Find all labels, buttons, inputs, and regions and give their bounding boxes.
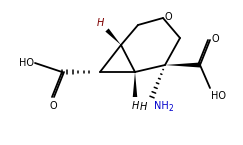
Polygon shape [165, 62, 200, 68]
Text: HO: HO [19, 58, 34, 68]
Text: H: H [97, 18, 104, 28]
Text: O: O [164, 12, 172, 22]
Polygon shape [133, 72, 137, 97]
Text: H: H [140, 102, 147, 112]
Text: O: O [49, 101, 57, 111]
Text: HO: HO [211, 91, 226, 101]
Text: NH: NH [154, 101, 169, 111]
Text: H: H [131, 101, 139, 111]
Text: O: O [211, 34, 219, 44]
Text: 2: 2 [168, 104, 173, 113]
Polygon shape [105, 28, 121, 45]
